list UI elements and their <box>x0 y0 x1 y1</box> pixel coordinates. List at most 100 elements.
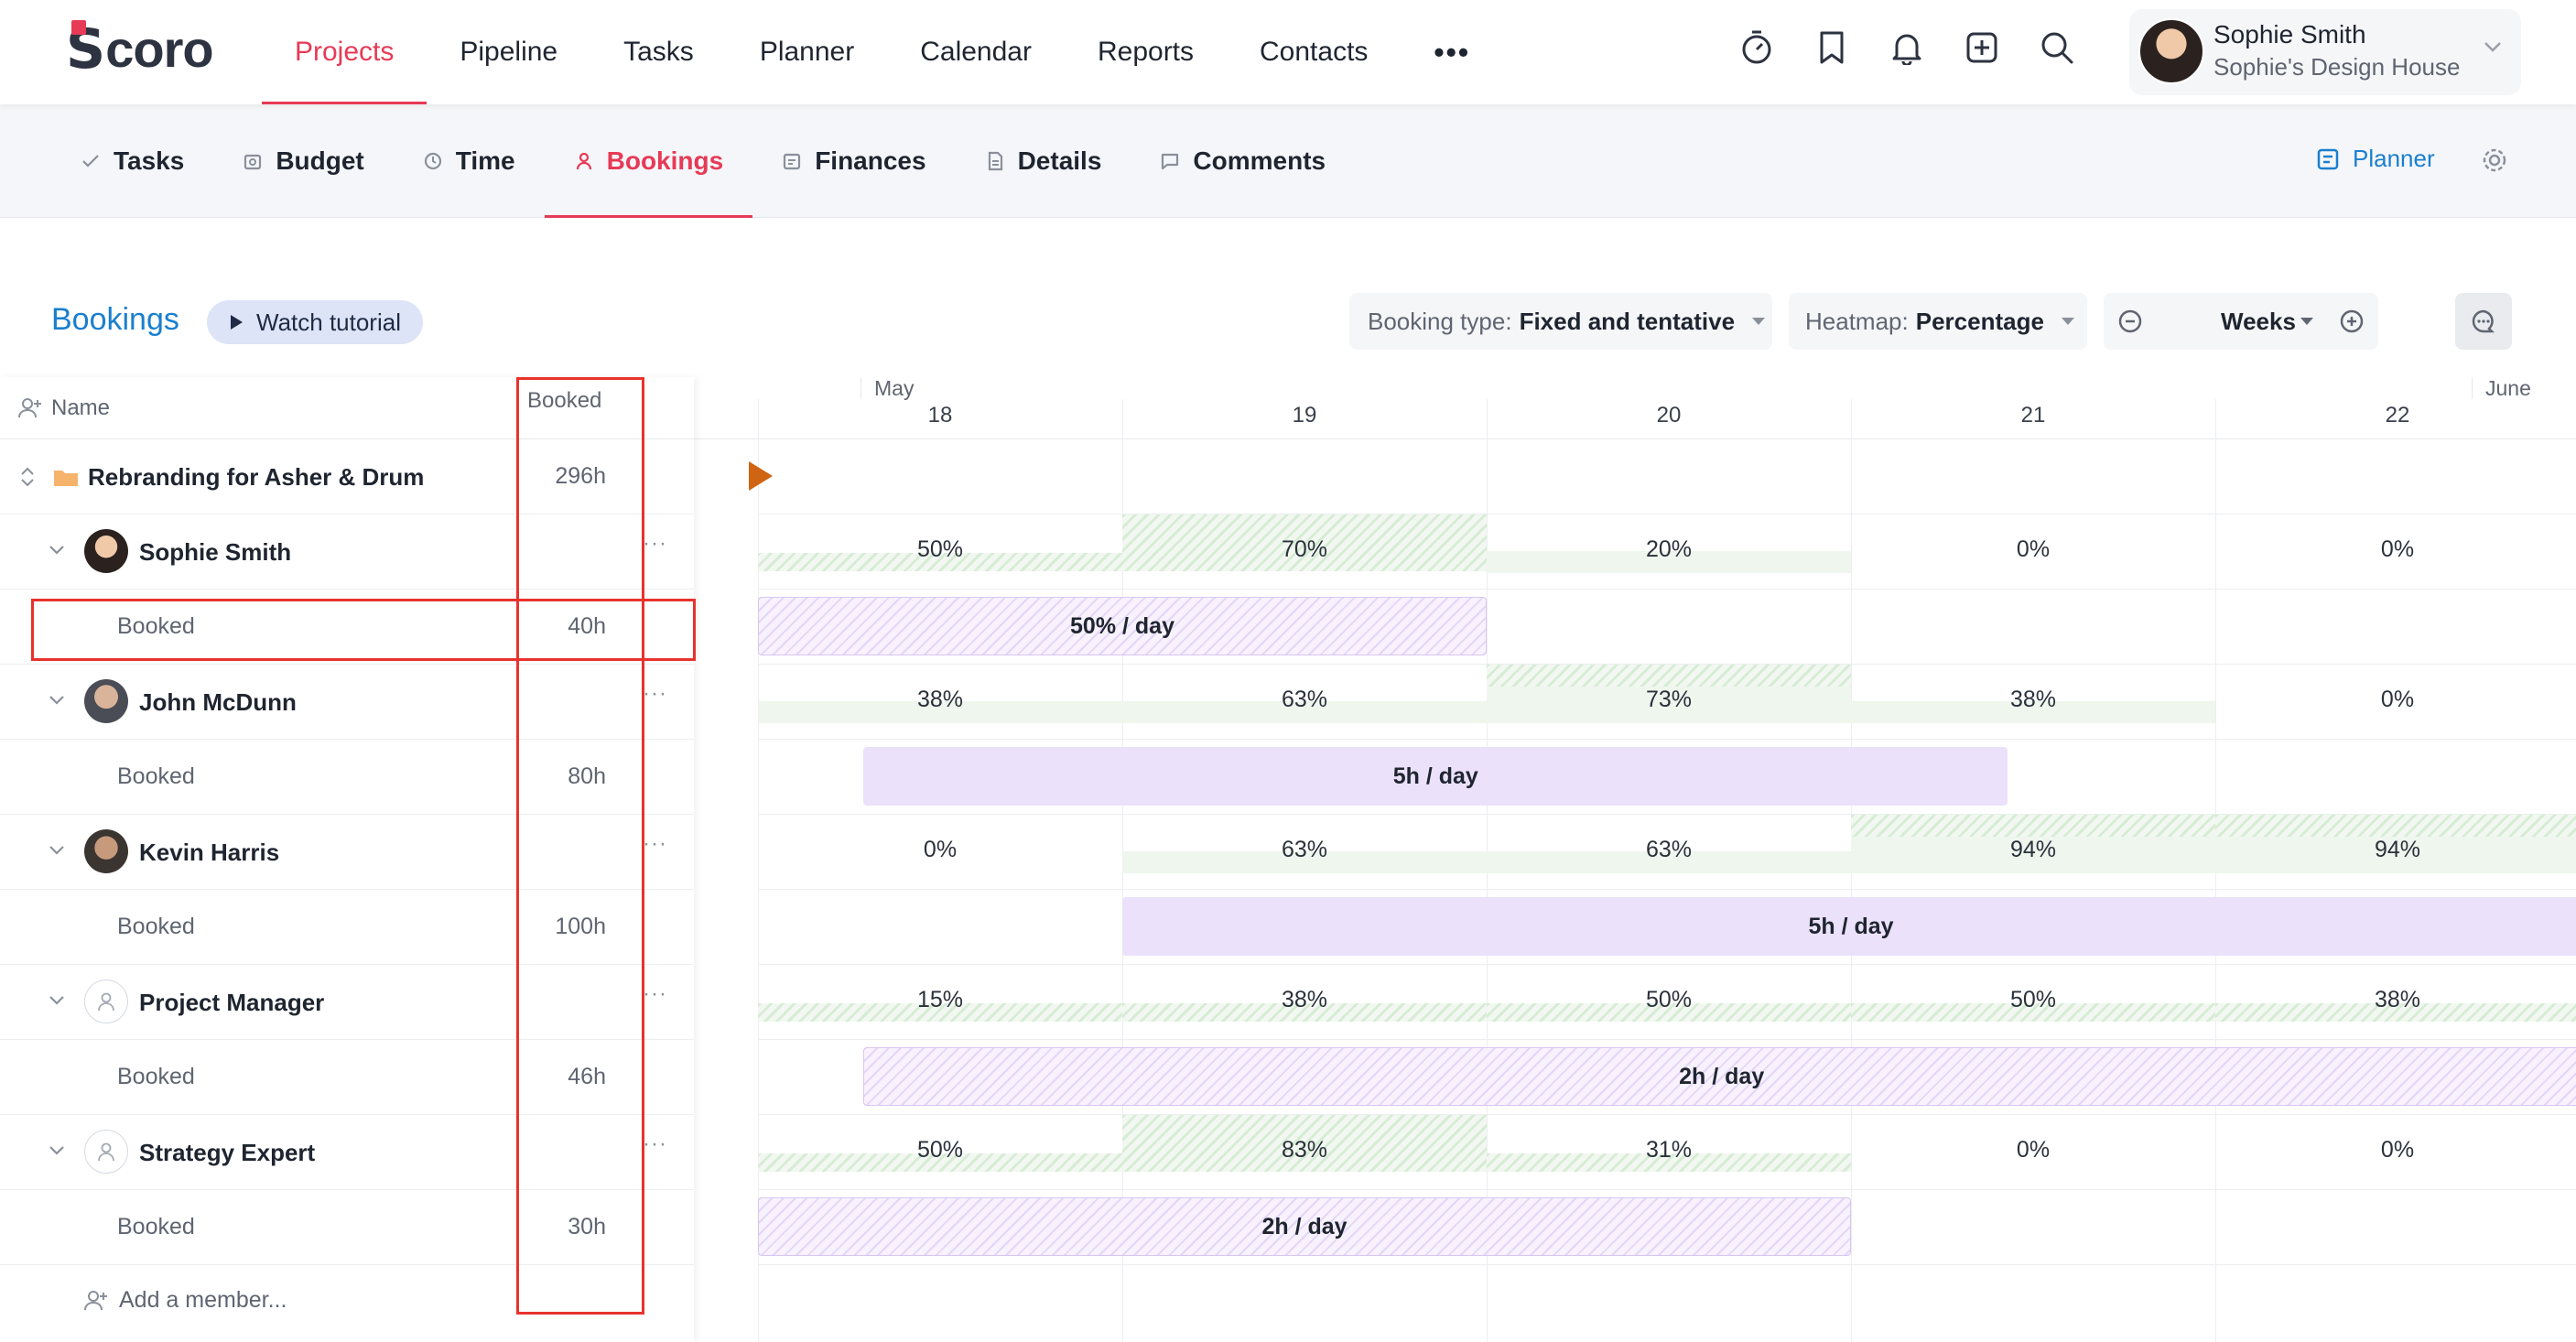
nav-item-tasks[interactable]: Tasks <box>623 37 694 67</box>
heatmap-cell[interactable]: 73% <box>1487 665 1851 740</box>
tentative-booking-bar[interactable]: 2h / day <box>758 1197 1851 1256</box>
gear-icon[interactable] <box>2481 146 2508 174</box>
timeline-header: May June 18 19 20 21 22 <box>694 377 2576 439</box>
tab-bookings[interactable]: Bookings <box>544 104 753 218</box>
heatmap-select[interactable]: Heatmap: Percentage <box>1789 293 2087 350</box>
heatmap-cell[interactable]: 50% <box>758 514 1122 590</box>
tab-time[interactable]: Time <box>394 104 545 218</box>
booked-column-header[interactable]: Booked <box>527 388 602 413</box>
heatmap-cell[interactable]: 0% <box>758 815 1122 890</box>
tab-label: Bookings <box>606 146 724 175</box>
fixed-booking-bar[interactable]: 5h / day <box>1122 897 2576 956</box>
heatmap-cell[interactable]: 63% <box>1122 665 1487 740</box>
heatmap-cell[interactable]: 0% <box>1851 514 2215 590</box>
tab-tasks[interactable]: Tasks <box>51 104 213 218</box>
nav-item-pipeline[interactable]: Pipeline <box>460 37 558 67</box>
utilization-percent: 38% <box>916 687 964 712</box>
add-icon[interactable] <box>1964 27 1999 68</box>
bell-icon[interactable] <box>1889 27 1924 68</box>
fixed-booking-bar[interactable]: 5h / day <box>863 747 2008 806</box>
chevron-down-icon[interactable] <box>48 694 66 707</box>
user-menu[interactable]: Sophie Smith Sophie's Design House <box>2129 9 2521 95</box>
heatmap-cell[interactable]: 63% <box>1487 815 1851 890</box>
planner-link[interactable]: Planner <box>2316 145 2435 173</box>
heatmap-cell[interactable]: 38% <box>758 665 1122 740</box>
heatmap-cell[interactable]: 20% <box>1487 514 1851 590</box>
booked-hours: 30h <box>568 1214 606 1239</box>
booked-row[interactable]: Booked 100h <box>0 890 694 965</box>
add-member-input[interactable]: Add a member... <box>84 1287 287 1314</box>
heatmap-row: 50% 83% 31% 0% 0% <box>758 1115 2576 1190</box>
member-row[interactable]: Kevin Harris ··· <box>0 815 694 890</box>
heatmap-cell[interactable]: 50% <box>1851 965 2215 1040</box>
search-icon[interactable] <box>2040 27 2074 68</box>
member-row[interactable]: Sophie Smith ··· <box>0 514 694 590</box>
booked-row[interactable]: Booked 40h <box>0 590 694 665</box>
heatmap-cell[interactable]: 0% <box>1851 1115 2215 1190</box>
chevron-down-icon[interactable] <box>48 994 66 1007</box>
tab-finances[interactable]: Finances <box>752 104 955 218</box>
tab-budget[interactable]: Budget <box>213 104 393 218</box>
member-row[interactable]: John McDunn ··· <box>0 665 694 740</box>
booked-row[interactable]: Booked 80h <box>0 740 694 815</box>
bookmark-icon[interactable] <box>1814 27 1849 68</box>
booked-hours: 40h <box>568 613 606 639</box>
booked-row[interactable]: Booked 46h <box>0 1040 694 1115</box>
heatmap-cell[interactable]: 38% <box>2215 965 2576 1040</box>
zoom-out-icon[interactable] <box>2116 308 2144 335</box>
heatmap-cell[interactable]: 50% <box>1487 965 1851 1040</box>
heatmap-cell[interactable]: 38% <box>1122 965 1487 1040</box>
nav-item-planner[interactable]: Planner <box>759 37 855 67</box>
member-name: Kevin Harris <box>139 839 280 866</box>
chevron-down-icon[interactable] <box>48 1144 66 1157</box>
booking-type-select[interactable]: Booking type: Fixed and tentative <box>1349 293 1772 350</box>
heatmap-cell[interactable]: 31% <box>1487 1115 1851 1190</box>
tab-label: Details <box>1017 146 1102 175</box>
chevron-down-icon[interactable] <box>48 844 66 857</box>
heatmap-cell[interactable]: 63% <box>1122 815 1487 890</box>
nav-item-contacts[interactable]: Contacts <box>1260 37 1369 67</box>
collapse-all-icon[interactable] <box>18 465 37 489</box>
row-menu-icon[interactable]: ··· <box>643 681 667 706</box>
booked-label: Booked <box>117 613 195 639</box>
tentative-booking-bar[interactable]: 2h / day <box>863 1047 2576 1106</box>
booking-row: 2h / day <box>758 1190 2576 1265</box>
caret-down-icon <box>1752 318 1766 325</box>
member-row[interactable]: Project Manager ··· <box>0 965 694 1040</box>
tentative-load <box>758 1003 1122 1022</box>
heatmap-cell[interactable]: 38% <box>1851 665 2215 740</box>
project-row[interactable]: Rebranding for Asher & Drum 296h <box>0 439 694 514</box>
heatmap-cell[interactable]: 94% <box>1851 815 2215 890</box>
row-menu-icon[interactable]: ··· <box>643 531 667 556</box>
tab-comments[interactable]: Comments <box>1131 104 1355 218</box>
member-name: Sophie Smith <box>139 538 292 566</box>
booking-type-value: Fixed and tentative <box>1519 307 1736 335</box>
nav-item-calendar[interactable]: Calendar <box>920 37 1032 67</box>
row-menu-icon[interactable]: ··· <box>643 831 667 856</box>
heatmap-cell[interactable]: 0% <box>2215 665 2576 740</box>
chevron-down-icon[interactable] <box>48 544 66 557</box>
week-number: 19 <box>1292 403 1317 427</box>
zoom-level-select[interactable]: Weeks <box>2221 308 2296 335</box>
member-row[interactable]: Strategy Expert ··· <box>0 1115 694 1190</box>
heatmap-cell[interactable]: 0% <box>2215 514 2576 590</box>
stopwatch-icon[interactable] <box>1739 27 1774 68</box>
row-menu-icon[interactable]: ··· <box>643 981 667 1006</box>
heatmap-cell[interactable]: 70% <box>1122 514 1487 590</box>
heatmap-cell[interactable]: 94% <box>2215 815 2576 890</box>
zoom-in-icon[interactable] <box>2338 308 2365 335</box>
nav-item-projects[interactable]: Projects <box>262 0 428 104</box>
row-menu-icon[interactable]: ··· <box>643 1131 667 1156</box>
tab-details[interactable]: Details <box>956 104 1131 218</box>
nav-item-reports[interactable]: Reports <box>1097 37 1195 67</box>
watch-tutorial-button[interactable]: Watch tutorial <box>207 300 423 344</box>
heatmap-cell[interactable]: 83% <box>1122 1115 1487 1190</box>
heatmap-cell[interactable]: 0% <box>2215 1115 2576 1190</box>
heatmap-cell[interactable]: 50% <box>758 1115 1122 1190</box>
heatmap-cell[interactable]: 15% <box>758 965 1122 1040</box>
booked-row[interactable]: Booked 30h <box>0 1190 694 1265</box>
tentative-booking-bar[interactable]: 50% / day <box>758 597 1487 655</box>
more-menu-icon[interactable]: ••• <box>1434 35 1471 69</box>
comments-toggle-button[interactable] <box>2455 293 2512 350</box>
